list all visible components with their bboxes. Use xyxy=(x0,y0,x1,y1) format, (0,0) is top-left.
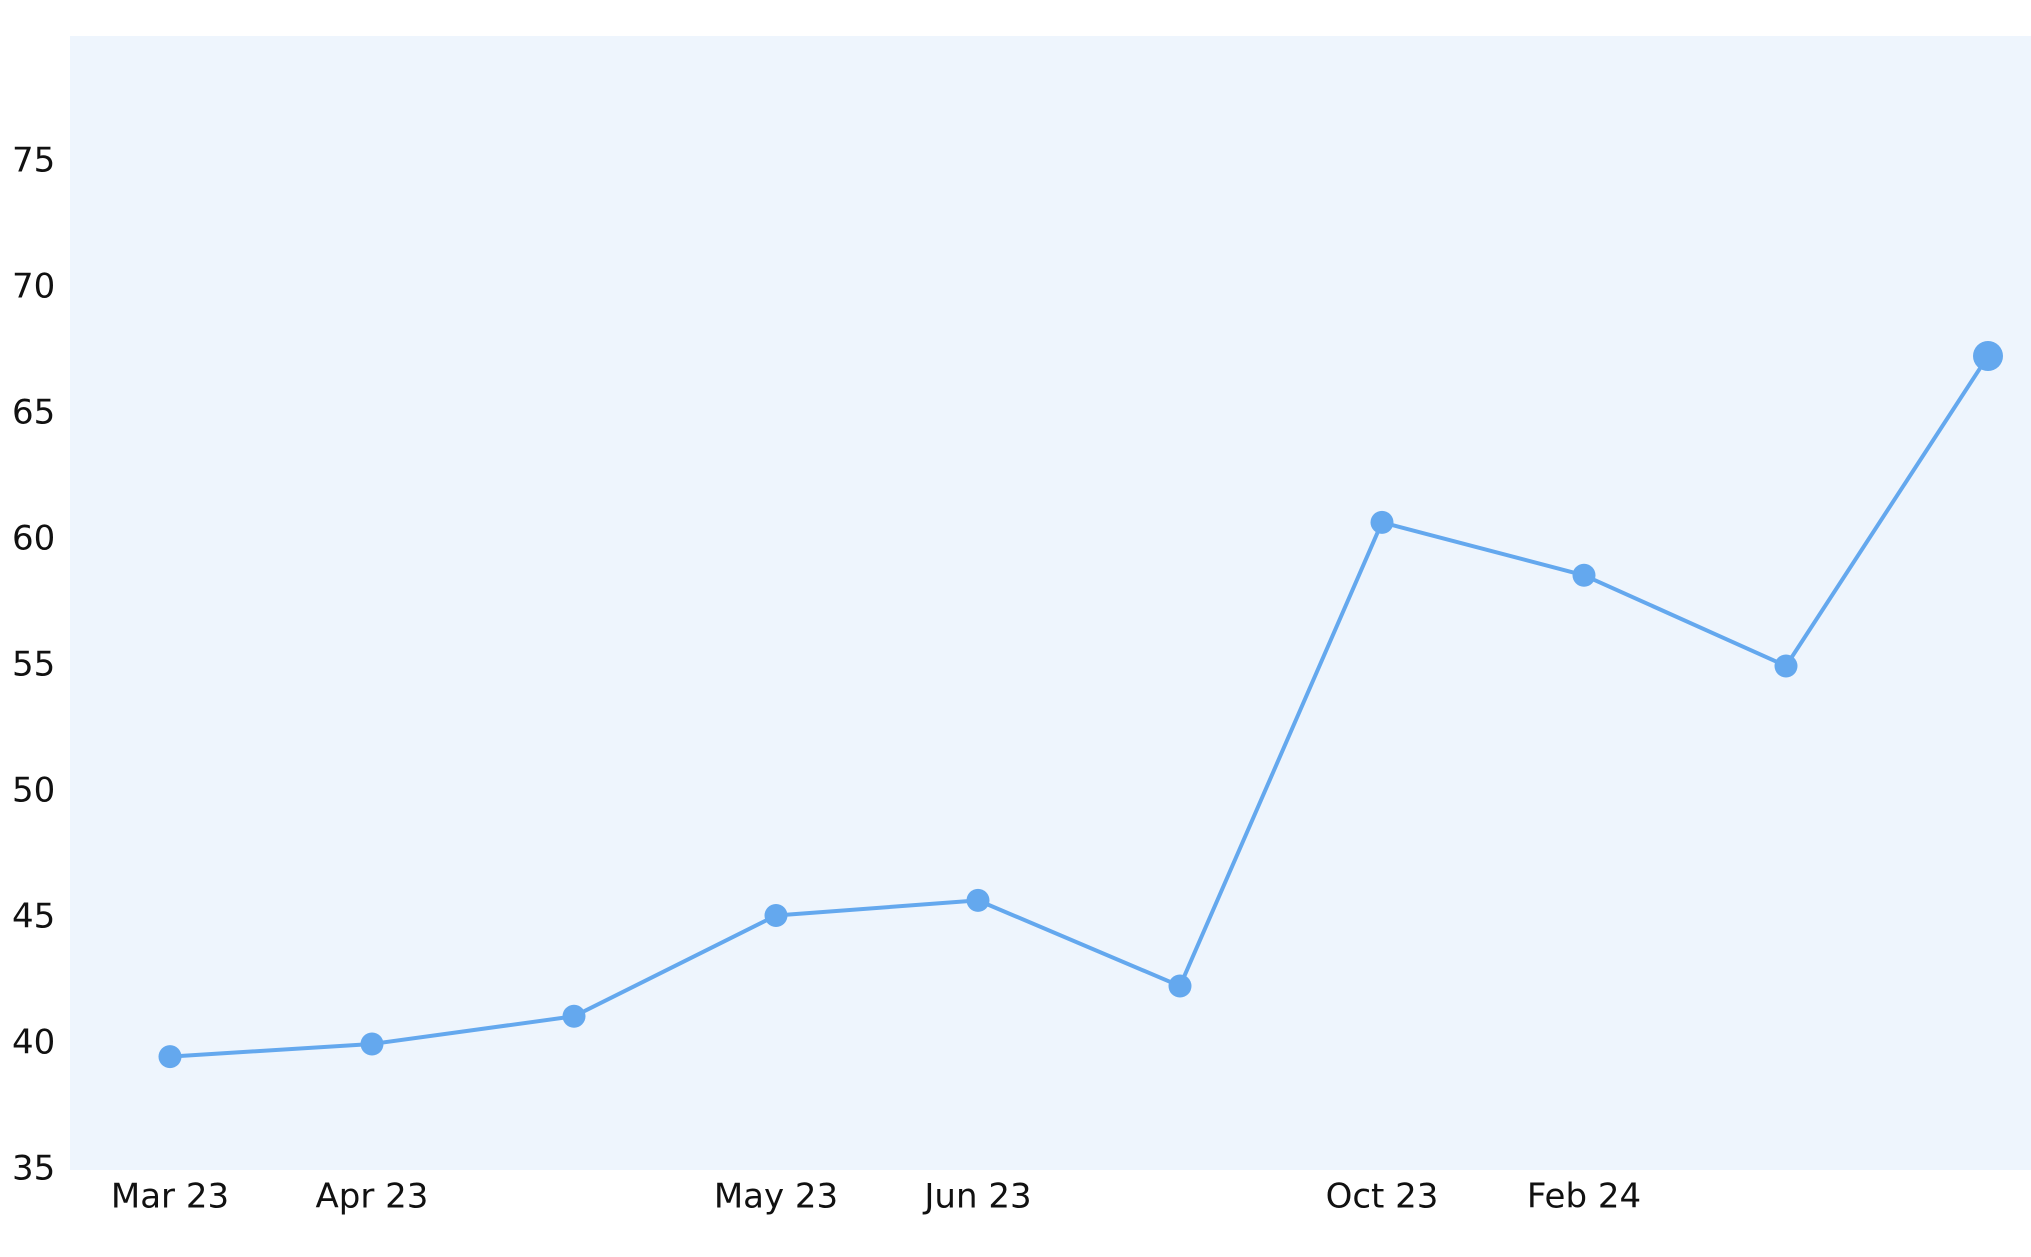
x-tick-label: Jun 23 xyxy=(922,1177,1031,1217)
point xyxy=(966,888,990,912)
y-tick-label: 70 xyxy=(12,267,55,307)
point xyxy=(1973,341,2003,372)
point xyxy=(1774,654,1798,678)
point xyxy=(562,1004,586,1028)
line xyxy=(169,354,1990,1059)
y-tick-label: 55 xyxy=(12,645,55,685)
y-tick-label: 50 xyxy=(12,771,55,811)
y-tick-label: 40 xyxy=(12,1023,55,1063)
point xyxy=(158,1045,182,1069)
point xyxy=(1370,510,1394,534)
x-tick-label: Oct 23 xyxy=(1326,1177,1439,1217)
y-tick-label: 75 xyxy=(12,141,55,181)
x-tick-label: Apr 23 xyxy=(316,1177,429,1217)
point xyxy=(764,903,788,927)
x-tick-label: May 23 xyxy=(714,1177,838,1217)
point xyxy=(1572,563,1596,587)
x-tick-label: Feb 24 xyxy=(1527,1177,1641,1217)
y-tick-label: 35 xyxy=(12,1149,55,1189)
y-tick-label: 65 xyxy=(12,393,55,433)
x-tick-label: Mar 23 xyxy=(111,1177,229,1217)
point xyxy=(1168,974,1192,998)
y-tick-label: 45 xyxy=(12,897,55,937)
y-tick-label: 60 xyxy=(12,519,55,559)
plot-area xyxy=(70,36,2031,1170)
point xyxy=(360,1032,384,1056)
